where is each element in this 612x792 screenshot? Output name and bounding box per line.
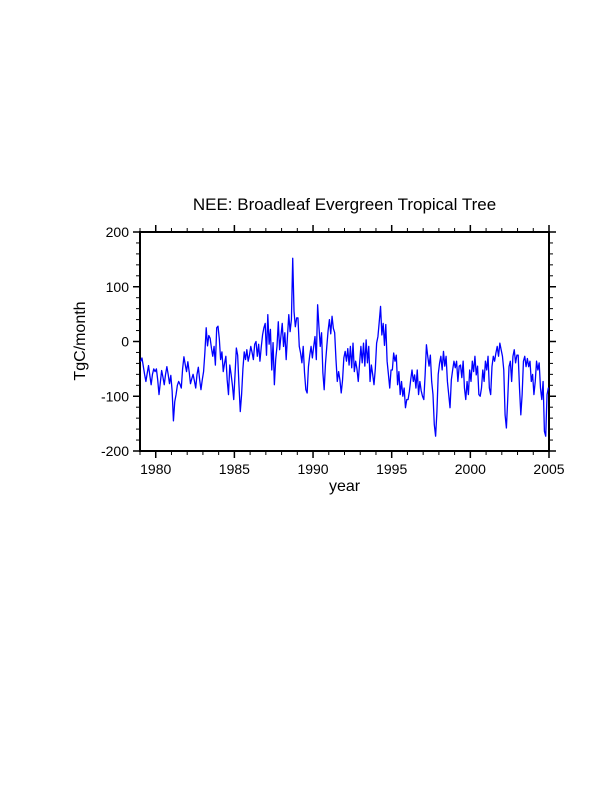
x-tick-label: 2005 <box>533 461 564 477</box>
y-tick-label: -100 <box>101 388 129 404</box>
nee-data-line <box>140 257 549 437</box>
x-tick-label: 1985 <box>219 461 250 477</box>
plot-frame <box>139 231 550 452</box>
y-tick-label: 0 <box>121 334 129 350</box>
x-tick-label: 2000 <box>455 461 486 477</box>
chart-title: NEE: Broadleaf Evergreen Tropical Tree <box>192 195 497 214</box>
x-tick-label: 1980 <box>140 461 171 477</box>
x-axis-title: year <box>328 478 361 495</box>
y-tick-label: 100 <box>106 279 130 295</box>
x-tick-label: 1990 <box>297 461 328 477</box>
y-tick-label: -200 <box>101 443 129 459</box>
y-tick-label: 200 <box>106 224 130 240</box>
x-tick-label: 1995 <box>376 461 407 477</box>
